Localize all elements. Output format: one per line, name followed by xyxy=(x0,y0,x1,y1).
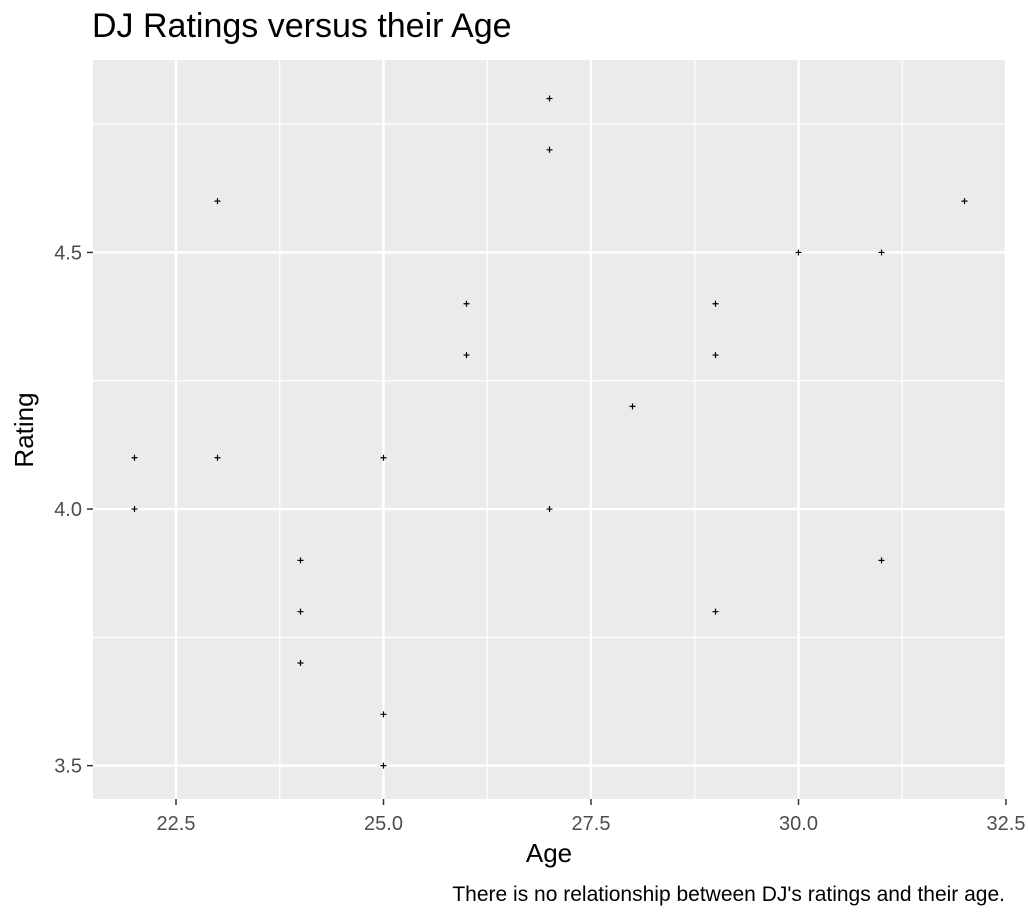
data-point xyxy=(131,454,138,461)
chart-title: DJ Ratings versus their Age xyxy=(92,7,512,45)
data-point xyxy=(712,352,719,359)
data-point xyxy=(795,249,802,256)
data-point xyxy=(546,95,553,102)
data-point xyxy=(712,300,719,307)
data-point xyxy=(878,249,885,256)
data-point xyxy=(380,454,387,461)
data-point xyxy=(961,198,968,205)
data-point xyxy=(712,608,719,615)
data-point xyxy=(380,711,387,718)
x-tick-label: 30.0 xyxy=(779,813,818,835)
y-tick-label: 4.0 xyxy=(54,499,82,521)
data-point xyxy=(297,557,304,564)
data-point xyxy=(214,198,221,205)
data-point xyxy=(297,608,304,615)
chart-caption: There is no relationship between DJ's ra… xyxy=(452,883,1005,906)
x-tick-label: 27.5 xyxy=(572,813,611,835)
data-points xyxy=(131,95,968,769)
x-tick-label: 22.5 xyxy=(157,813,196,835)
data-point xyxy=(297,660,304,667)
data-point xyxy=(380,762,387,769)
grid-minor xyxy=(93,60,1006,799)
data-point xyxy=(546,146,553,153)
y-tick-label: 4.5 xyxy=(54,242,82,264)
data-point xyxy=(546,506,553,513)
data-point xyxy=(463,300,470,307)
x-axis-title: Age xyxy=(526,838,572,868)
data-point xyxy=(131,506,138,513)
y-axis: 3.5 4.0 4.5 xyxy=(54,242,93,778)
y-axis-title: Rating xyxy=(9,392,39,467)
data-point xyxy=(463,352,470,359)
x-tick-label: 32.5 xyxy=(987,813,1026,835)
x-axis: 22.5 25.0 27.5 30.0 32.5 xyxy=(157,799,1026,835)
data-point xyxy=(878,557,885,564)
plot-panel xyxy=(93,60,1006,799)
y-tick-label: 3.5 xyxy=(54,756,82,778)
data-point xyxy=(629,403,636,410)
data-point xyxy=(214,454,221,461)
x-tick-label: 25.0 xyxy=(364,813,403,835)
